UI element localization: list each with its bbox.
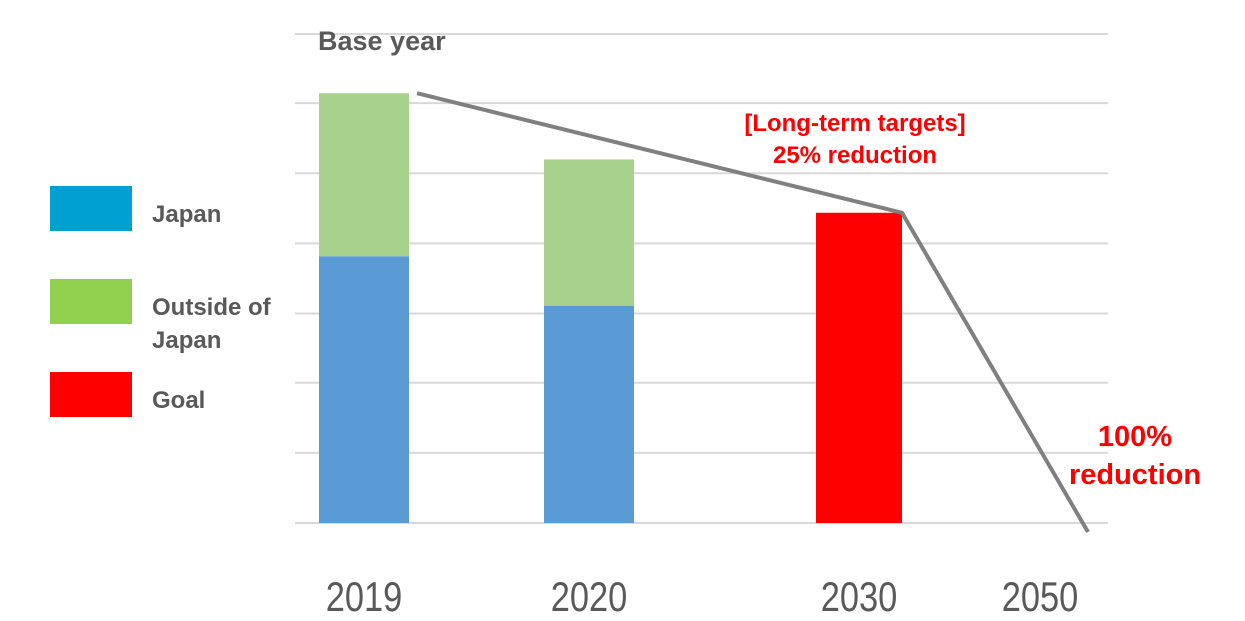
legend-swatch-japan [50, 186, 132, 231]
final-reduction-annotation: 100% reduction [1068, 421, 1202, 491]
legend-swatch-outside-of-japan [50, 279, 132, 324]
bars [319, 93, 902, 523]
x-tick-label-2030: 2030 [821, 574, 898, 621]
legend-label-outside-of-japan: Outside of Japan [152, 294, 271, 354]
bar-2019-japan [319, 256, 409, 523]
x-tick-label-2020: 2020 [551, 574, 628, 621]
bar-2030-goal [816, 212, 902, 523]
trend-line [416, 91, 1090, 534]
long-term-target-annotation: [Long-term targets] 25% reduction [744, 110, 966, 169]
trend-line-path [416, 91, 1090, 534]
x-tick-labels: 2019 2020 2030 2050 [326, 574, 1079, 621]
bar-2019-outside-of-japan [319, 93, 409, 257]
bar-2020-outside-of-japan [544, 159, 634, 306]
legend-label-goal: Goal [152, 387, 206, 414]
base-year-annotation: Base year [318, 26, 446, 56]
legend-label-japan: Japan [152, 201, 222, 228]
x-tick-label-2019: 2019 [326, 574, 403, 621]
x-tick-label-2050: 2050 [1002, 574, 1079, 621]
bar-2020-japan [544, 305, 634, 523]
gridlines [295, 32, 1108, 524]
legend-swatch-goal [50, 372, 132, 417]
